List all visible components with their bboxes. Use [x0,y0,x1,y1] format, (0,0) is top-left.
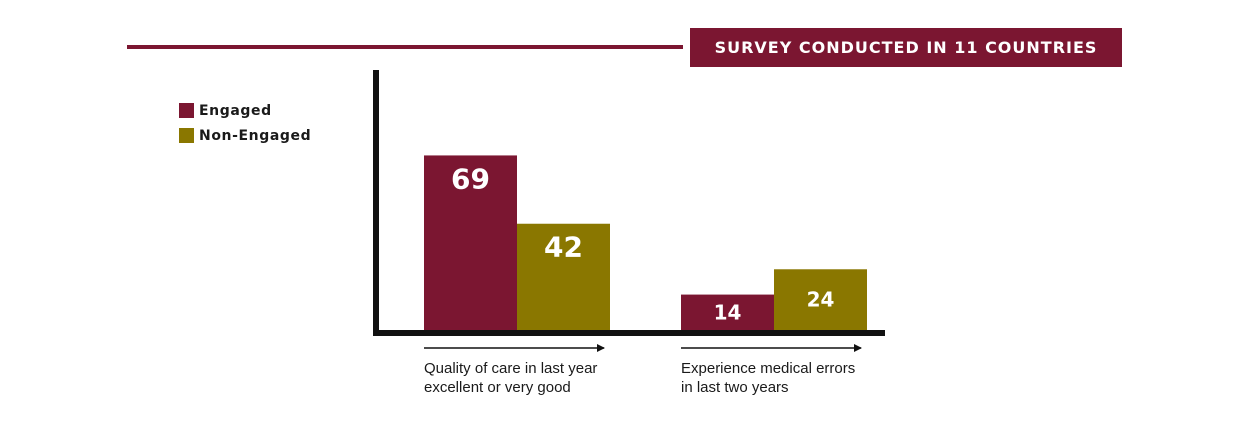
bar-engaged-1 [424,155,517,330]
category-label-1: Quality of care in last year excellent or… [424,360,597,396]
legend-item-engaged: Engaged [179,98,311,123]
legend-label-engaged: Engaged [199,102,272,119]
bar-non-engaged-2 [774,269,867,330]
category-label-2: Experience medical errors in last two yea… [681,360,855,396]
banner-rule [127,45,683,49]
banner-text: SURVEY CONDUCTED IN 11 COUNTRIES [714,38,1098,57]
data-label-non-engaged-1: 42 [544,231,583,264]
legend-item-non-engaged: Non-Engaged [179,123,311,148]
data-label-engaged-2: 14 [714,300,742,324]
y-axis [373,70,379,335]
data-label-non-engaged-2: 24 [807,288,835,312]
legend: Engaged Non-Engaged [179,98,311,148]
survey-banner: SURVEY CONDUCTED IN 11 COUNTRIES [690,28,1122,67]
x-axis [373,330,885,336]
legend-label-non-engaged: Non-Engaged [199,127,312,144]
legend-swatch-non-engaged [179,128,194,143]
data-label-engaged-1: 69 [451,162,490,195]
bar-non-engaged-1 [517,223,610,330]
bar-engaged-2 [681,294,774,330]
legend-swatch-engaged [179,103,194,118]
